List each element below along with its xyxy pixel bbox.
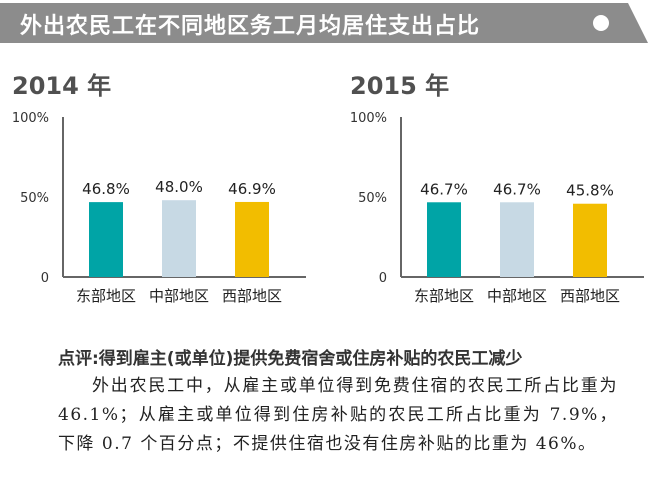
bar-value-label: 46.9%: [228, 180, 276, 198]
chart-svg: 0 50% 100% 46.8% 东部地区 48.0% 中部地区 46.9% 西部地区: [12, 111, 306, 305]
chart-svg: 0 50% 100% 46.7% 东部地区 46.7% 中部地区 45.8% 西部地区: [350, 111, 644, 305]
x-tick-label: 西部地区: [222, 287, 282, 305]
banner-dot-icon: [593, 15, 609, 31]
bar-value-label: 46.7%: [493, 180, 541, 198]
banner-shape: [0, 3, 648, 43]
y-tick-label: 50%: [20, 191, 49, 206]
caption-body: 外出农民工中，从雇主或单位得到免费住宿的农民工所占比重为 46.1%；从雇主或单…: [58, 376, 618, 454]
y-tick-label: 100%: [12, 111, 49, 126]
y-tick-label: 50%: [358, 191, 387, 206]
bar: [500, 202, 534, 277]
bar: [573, 203, 607, 277]
bar-value-label: 46.8%: [82, 180, 130, 198]
x-tick-label: 中部地区: [487, 287, 547, 305]
y-tick-label: 100%: [350, 111, 387, 126]
x-tick-label: 东部地区: [414, 287, 474, 305]
y-tick-label: 0: [379, 271, 387, 286]
bar: [162, 200, 196, 277]
y-tick-label: 0: [41, 271, 49, 286]
x-tick-label: 西部地区: [560, 287, 620, 305]
x-tick-label: 东部地区: [76, 287, 136, 305]
x-tick-label: 中部地区: [149, 287, 209, 305]
caption-title: 点评:得到雇主(或单位)提供免费宿舍或住房补贴的农民工减少: [58, 349, 523, 369]
bar-chart-2015: 0 50% 100% 46.7% 东部地区 46.7% 中部地区 45.8% 西部地区: [338, 100, 653, 315]
chart-title-2015: 2015 年: [350, 72, 450, 100]
banner-title: 外出农民工在不同地区务工月均居住支出占比: [20, 14, 481, 39]
bar: [89, 202, 123, 277]
bar: [427, 202, 461, 277]
title-banner: 外出农民工在不同地区务工月均居住支出占比: [0, 0, 653, 48]
chart-title-2014: 2014 年: [12, 72, 112, 100]
bar: [235, 201, 269, 277]
bar-value-label: 46.7%: [420, 180, 468, 198]
bar-value-label: 45.8%: [566, 182, 614, 200]
bar-value-label: 48.0%: [155, 178, 203, 196]
bar-chart-2014: 0 50% 100% 46.8% 东部地区 48.0% 中部地区 46.9% 西部地区: [0, 100, 320, 315]
